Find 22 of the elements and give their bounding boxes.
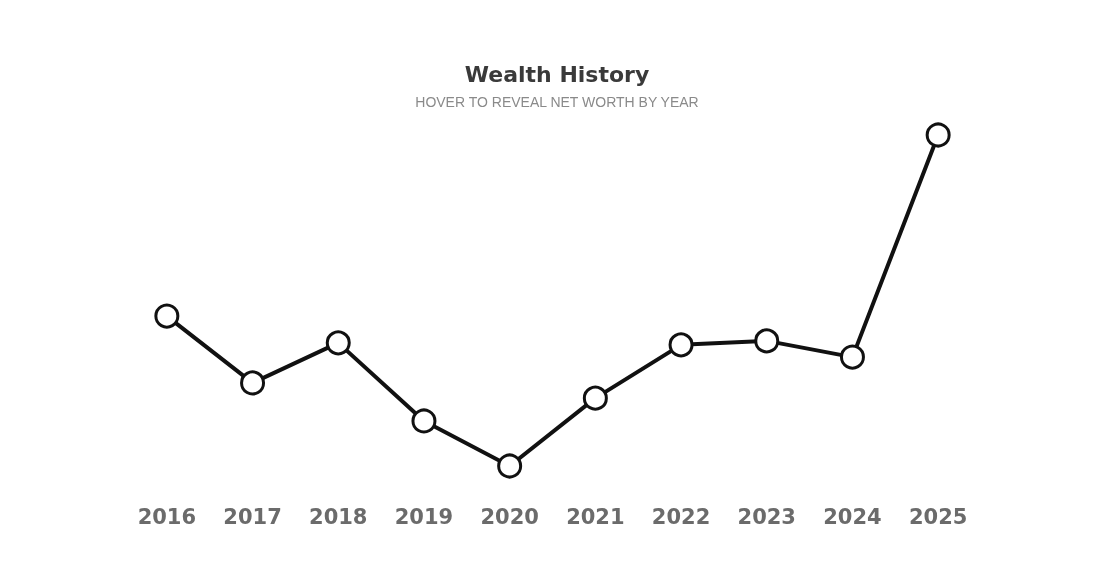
point: [240, 370, 266, 396]
point: [925, 122, 951, 148]
chart-subtitle: HOVER TO REVEAL NET WORTH BY YEAR: [415, 94, 699, 110]
x-tick-label: 2018: [309, 504, 368, 529]
x-tick-label: 2023: [737, 504, 796, 529]
x-tick-label: 2020: [480, 504, 539, 529]
point: [154, 303, 180, 329]
point: [411, 408, 437, 434]
point: [839, 344, 865, 370]
point: [754, 328, 780, 354]
x-tick-label: 2017: [223, 504, 282, 529]
point: [582, 385, 608, 411]
x-tick-label: 2024: [823, 504, 882, 529]
x-tick-label: 2025: [908, 504, 968, 529]
chart-title: Wealth History: [464, 61, 650, 87]
x-tick-label: 2021: [566, 504, 625, 529]
x-tick-label: 2022: [651, 504, 711, 529]
x-tick-label: 2019: [394, 504, 454, 529]
x-tick-label: 2016: [137, 504, 197, 529]
point: [668, 332, 694, 358]
point: [325, 330, 351, 356]
point: [497, 453, 523, 479]
